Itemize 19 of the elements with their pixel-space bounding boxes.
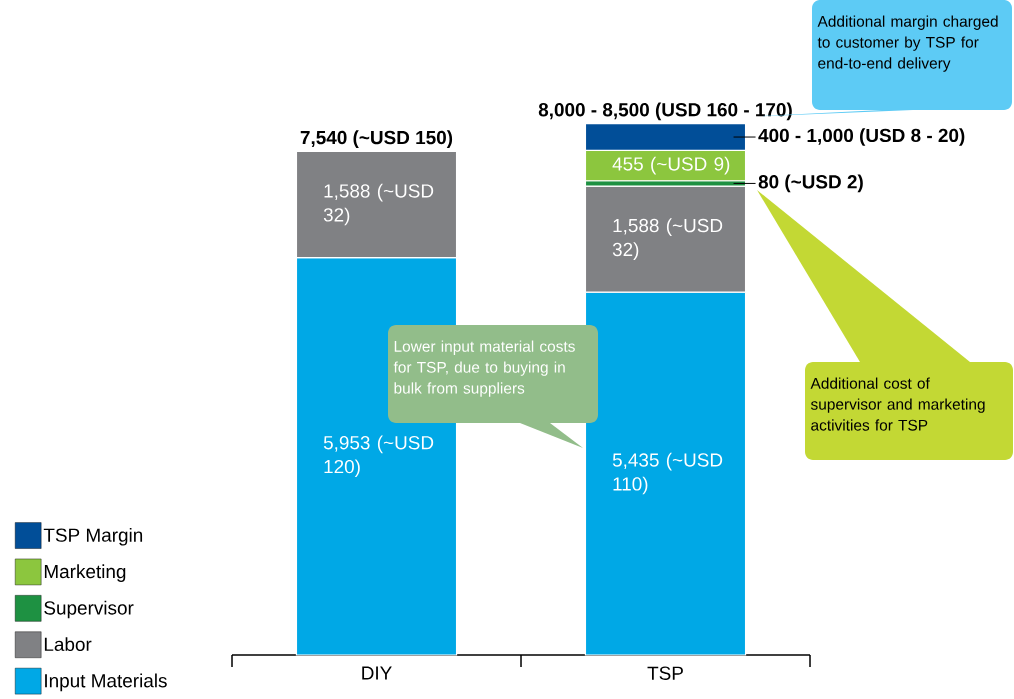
data-label: 1,588 (~USD 32) xyxy=(323,183,434,226)
data-label: 1,588 (~USD 32) xyxy=(612,218,723,260)
annotation: Lower input material costs for TSP, due to buying in bulk from suppliers xyxy=(393,340,575,397)
data-label: 5,435 (~USD 110) xyxy=(612,452,723,495)
legend-label: Input Materials xyxy=(45,673,167,692)
data-label: 455 (~USD 9) xyxy=(612,156,730,175)
legend-label: Labor xyxy=(44,637,92,652)
text: Additional margin charged to customer by TSP for end-to-end delivery xyxy=(817,15,998,72)
data-label: 400 - 1,000 (USD 8 - 20) xyxy=(758,128,965,146)
legend-label: Supervisor xyxy=(44,600,134,619)
legend-label: Marketing xyxy=(44,564,126,582)
data-label: 5,953 (~USD 120) xyxy=(323,435,434,478)
data-label: 80 (~USD 2) xyxy=(758,174,863,193)
total-label: 7,540 (~USD 150) xyxy=(300,130,453,148)
total-label: 8,000 - 8,500 (USD 160 - 170) xyxy=(538,102,792,121)
text: Additional cost of supervisor and marketing activities for TSP xyxy=(810,377,985,431)
legend-label: TSP Margin xyxy=(43,527,143,546)
x-tick-label: TSP xyxy=(647,666,683,680)
x-tick-label: DIY xyxy=(362,666,392,680)
